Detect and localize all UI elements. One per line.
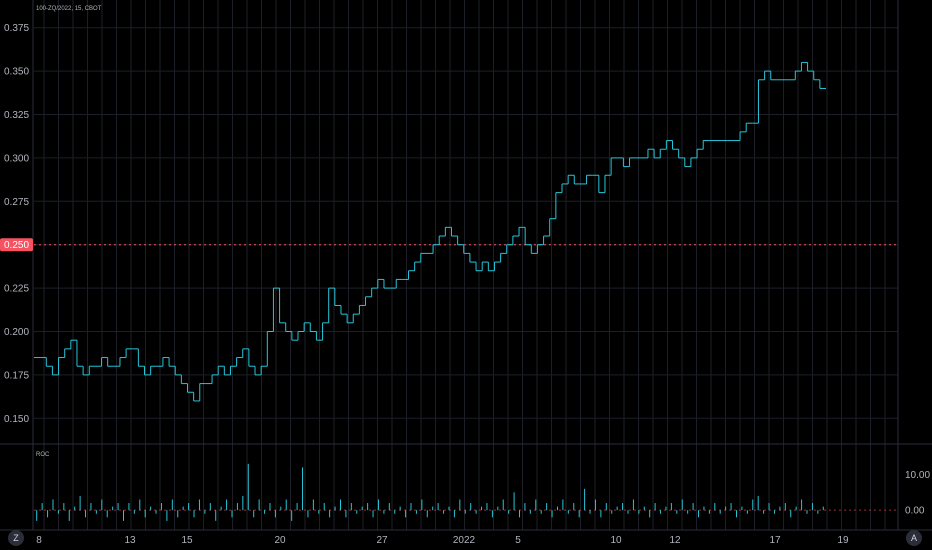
time-tick-label[interactable]: 2022 xyxy=(453,535,476,546)
price-tick-label[interactable]: 0.225 xyxy=(4,284,29,295)
time-tick-label[interactable]: 15 xyxy=(181,535,193,546)
vertical-grid xyxy=(43,0,886,530)
time-tick-label[interactable]: 8 xyxy=(36,535,42,546)
price-tick-label[interactable]: 0.325 xyxy=(4,110,29,121)
price-tick-label[interactable]: 0.300 xyxy=(4,153,29,164)
timezone-button[interactable]: Z xyxy=(8,530,24,546)
auto-scale-button[interactable]: A xyxy=(906,530,922,546)
time-tick-label[interactable]: 19 xyxy=(837,535,849,546)
time-tick-label[interactable]: 5 xyxy=(515,535,521,546)
time-tick-label[interactable]: 27 xyxy=(376,535,388,546)
horizontal-grid xyxy=(34,27,898,419)
current-price-badge-label: 0.250 xyxy=(4,240,29,251)
time-tick-label[interactable]: 17 xyxy=(769,535,781,546)
time-axis-labels[interactable]: 8 13 15 20 27 2022 5 10 12 17 19 xyxy=(36,535,849,546)
price-tick-label[interactable]: 0.375 xyxy=(4,23,29,34)
roc-tick-label[interactable]: 10.00 xyxy=(905,470,930,481)
price-tick-label[interactable]: 0.275 xyxy=(4,197,29,208)
current-price-badge-bg xyxy=(0,238,33,252)
current-price-badge[interactable]: 0.250 xyxy=(0,238,33,252)
price-tick-label[interactable]: 0.175 xyxy=(4,370,29,381)
symbol-legend[interactable]: 100-ZQ/2022, 15, CBOT xyxy=(36,6,102,12)
roc-axis-labels[interactable]: 10.00 0.00 xyxy=(905,470,930,517)
price-tick-label[interactable]: 0.350 xyxy=(4,67,29,78)
price-series xyxy=(34,61,826,402)
indicator-legend[interactable]: ROC xyxy=(36,452,50,458)
roc-tick-label[interactable]: 0.00 xyxy=(905,506,925,517)
time-tick-label[interactable]: 10 xyxy=(610,535,622,546)
time-tick-label[interactable]: 13 xyxy=(124,535,136,546)
price-tick-label[interactable]: 0.200 xyxy=(4,327,29,338)
time-tick-label[interactable]: 20 xyxy=(274,535,286,546)
time-tick-label[interactable]: 12 xyxy=(669,535,681,546)
price-tick-label[interactable]: 0.150 xyxy=(4,414,29,425)
price-axis-labels[interactable]: 0.375 0.350 0.325 0.300 0.275 0.250 0.225 0.200… xyxy=(4,23,29,425)
roc-histogram xyxy=(36,463,824,521)
